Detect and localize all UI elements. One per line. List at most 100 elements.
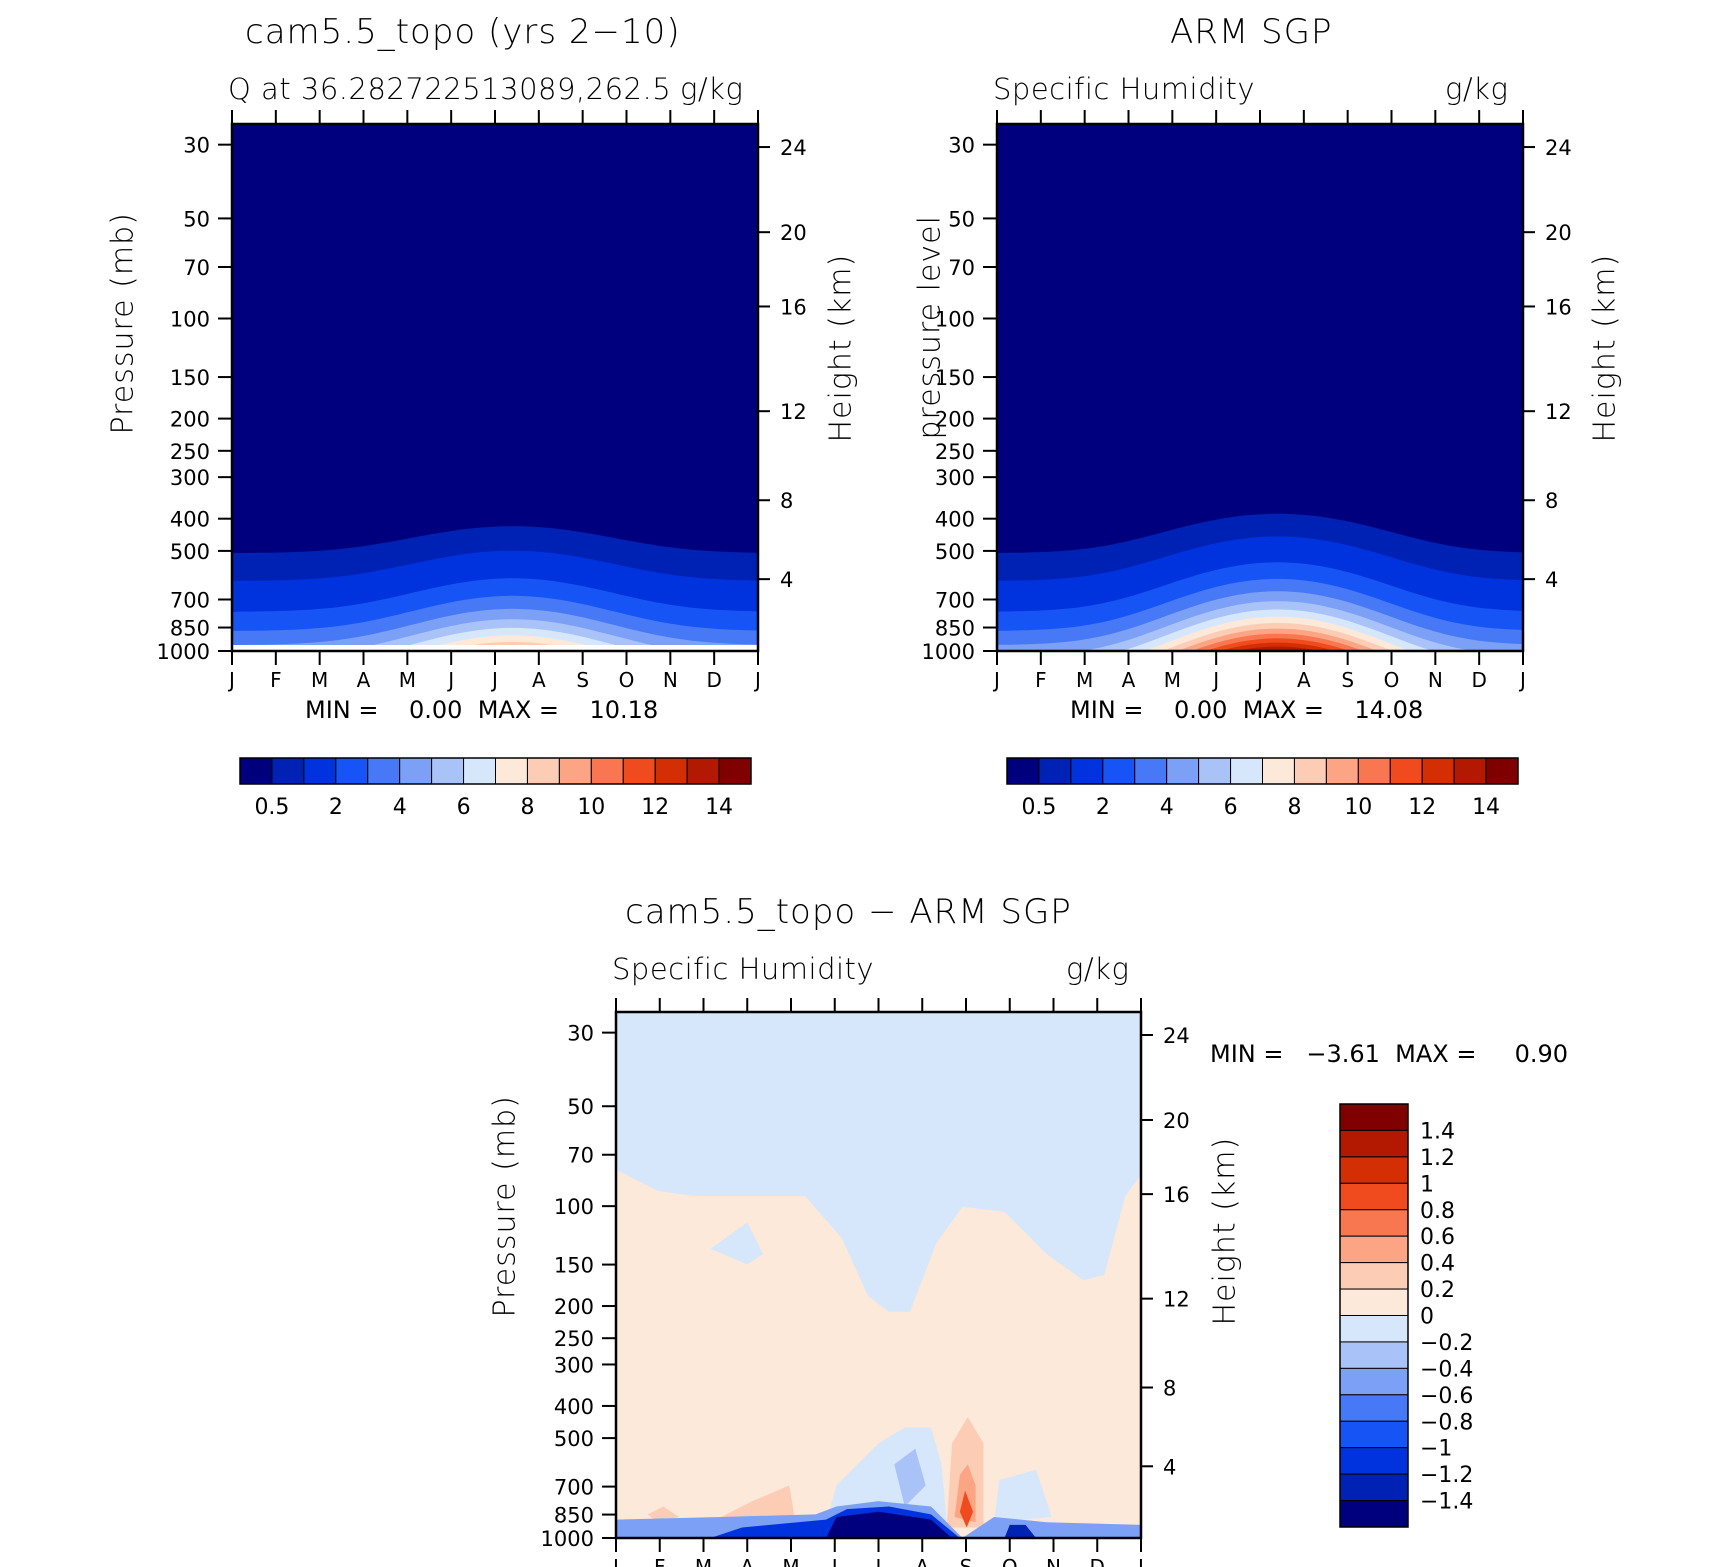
p3-xtick-label: F: [654, 1555, 666, 1567]
p2-xtick-label: J: [1518, 668, 1526, 692]
p2-xtick-label: J: [992, 668, 1000, 692]
p2-colorbar-box: [1102, 757, 1136, 785]
p2-rtick-label: 16: [1545, 295, 1572, 319]
p1-rtick-label: 20: [780, 221, 807, 245]
p1-xtick-label: M: [399, 668, 416, 692]
p3-xtick-label: D: [1090, 1555, 1105, 1567]
p2-rtick-label: 20: [1545, 221, 1572, 245]
p1-rtick-label: 8: [780, 489, 793, 513]
p2-ytick-label: 250: [935, 440, 975, 464]
p2-colorbar-label: 4: [1160, 795, 1174, 820]
p3-ytick-label: 500: [554, 1427, 594, 1451]
panel-3-title: cam5.5_topo − ARM SGP: [625, 892, 1072, 932]
p2-colorbar-label: 10: [1344, 795, 1372, 820]
p3-colorbar-box: [1339, 1182, 1409, 1211]
p1-colorbar-box: [463, 757, 496, 785]
p2-colorbar-box: [1134, 757, 1168, 785]
p1-colorbar-label: 12: [641, 795, 669, 820]
panel-1-units: g/kg: [680, 72, 744, 106]
p3-colorbar-label: 0.8: [1420, 1199, 1455, 1224]
p3-colorbar-box: [1339, 1103, 1409, 1131]
p1-colorbar-box: [495, 757, 528, 785]
p1-colorbar-box: [271, 757, 305, 785]
p2-ytick-label: 30: [948, 134, 975, 158]
p1-colorbar-label: 8: [520, 795, 534, 820]
p3-ytick-label: 100: [554, 1195, 594, 1219]
p2-colorbar-box: [1166, 757, 1200, 785]
p2-colorbar-frame: [1006, 757, 1519, 785]
p3-ytick-label: 150: [554, 1254, 594, 1278]
p2-colorbar-label: 12: [1408, 795, 1436, 820]
p3-ytick-label: 70: [567, 1144, 594, 1168]
p3-colorbar-box: [1339, 1156, 1409, 1184]
p1-frame: [230, 122, 760, 653]
p1-xtick-label: J: [446, 668, 454, 692]
p3-colorbar-box: [1339, 1367, 1409, 1396]
p3-colorbar-label: −0.8: [1420, 1410, 1473, 1435]
p1-rtick-label: 16: [780, 295, 807, 319]
p3-contour-pos4: [959, 1490, 973, 1528]
p2-colorbar-box: [1006, 757, 1040, 785]
p1-colorbar-box: [239, 757, 273, 785]
p1-ytick-label: 70: [183, 256, 210, 280]
p1-colorbar-box: [718, 757, 752, 785]
p3-ytick-label: 250: [554, 1327, 594, 1351]
p1-ytick-label: 500: [170, 540, 210, 564]
p1-colorbar-box: [399, 757, 433, 785]
p2-xtick-label: S: [1341, 668, 1354, 692]
p1-colorbar-box: [526, 757, 560, 785]
p2-colorbar-label: 2: [1096, 795, 1110, 820]
p3-xtick-label: J: [1136, 1555, 1144, 1567]
p1-ytick-label: 200: [170, 408, 210, 432]
p1-colorbar-box: [590, 757, 624, 785]
p1-xtick-label: D: [706, 668, 721, 692]
p3-colorbar-label: 0: [1420, 1305, 1434, 1330]
p1-xtick-label: N: [663, 668, 678, 692]
panel-2-minmax: MIN = 0.00 MAX = 14.08: [1070, 696, 1424, 724]
p1-xtick-label: J: [227, 668, 235, 692]
p1-colorbar-box: [303, 757, 337, 785]
p3-xtick-label: J: [874, 1555, 882, 1567]
p3-contour-neg: [826, 1427, 947, 1523]
p2-ytick-label: 100: [935, 308, 975, 332]
p3-colorbar-label: 1.4: [1420, 1119, 1455, 1144]
panel-1-plot: 3050701001502002503004005007008501000242…: [157, 110, 807, 820]
p1-colorbar-box: [686, 757, 720, 785]
p1-ytick-label: 30: [183, 134, 210, 158]
panel-2-units: g/kg: [1445, 72, 1509, 106]
p1-colorbar-box: [558, 757, 592, 785]
p2-xtick-label: A: [1122, 668, 1136, 692]
p3-colorbar-label: −1.2: [1420, 1463, 1473, 1488]
p2-colorbar-box: [1453, 757, 1487, 785]
p2-colorbar-box: [1421, 757, 1455, 785]
p3-colorbar-box: [1339, 1500, 1409, 1528]
p3-colorbar-box: [1339, 1420, 1409, 1449]
p1-ytick-label: 100: [170, 308, 210, 332]
p3-ytick-label: 1000: [541, 1527, 594, 1551]
p2-xtick-label: D: [1471, 668, 1486, 692]
p2-colorbar-box: [1038, 757, 1072, 785]
panel-2-title: ARM SGP: [1170, 12, 1333, 52]
p2-xtick-label: N: [1428, 668, 1443, 692]
p3-colorbar-box: [1339, 1209, 1409, 1237]
panel-2-plot: 3050701001502002503004005007008501000242…: [922, 110, 1572, 820]
p1-ytick-label: 850: [170, 617, 210, 641]
p2-colorbar-box: [1357, 757, 1391, 785]
panel-model: cam5.5_topo (yrs 2−10) Q at 36.282722513…: [0, 0, 860, 820]
p3-colorbar-box: [1339, 1129, 1409, 1158]
p3-colorbar-box: [1339, 1235, 1409, 1264]
p1-ytick-label: 150: [170, 366, 210, 390]
p2-frame: [995, 122, 1525, 653]
p1-colorbar-box: [367, 757, 401, 785]
p3-contour-neg6: [826, 1511, 952, 1538]
p3-colorbar-label: −1.4: [1420, 1490, 1473, 1515]
p1-colorbar-box: [622, 757, 656, 785]
p3-colorbar-box: [1339, 1262, 1409, 1290]
p1-xtick-label: S: [576, 668, 589, 692]
p1-colorbar-label: 14: [705, 795, 733, 820]
p3-xtick-label: O: [1002, 1555, 1018, 1567]
panel-1-title: cam5.5_topo (yrs 2−10): [245, 12, 681, 52]
p3-colorbar-label: 1: [1420, 1172, 1434, 1197]
p3-colorbar-label: 1.2: [1420, 1146, 1455, 1171]
p3-colorbar-label: −0.6: [1420, 1384, 1473, 1409]
